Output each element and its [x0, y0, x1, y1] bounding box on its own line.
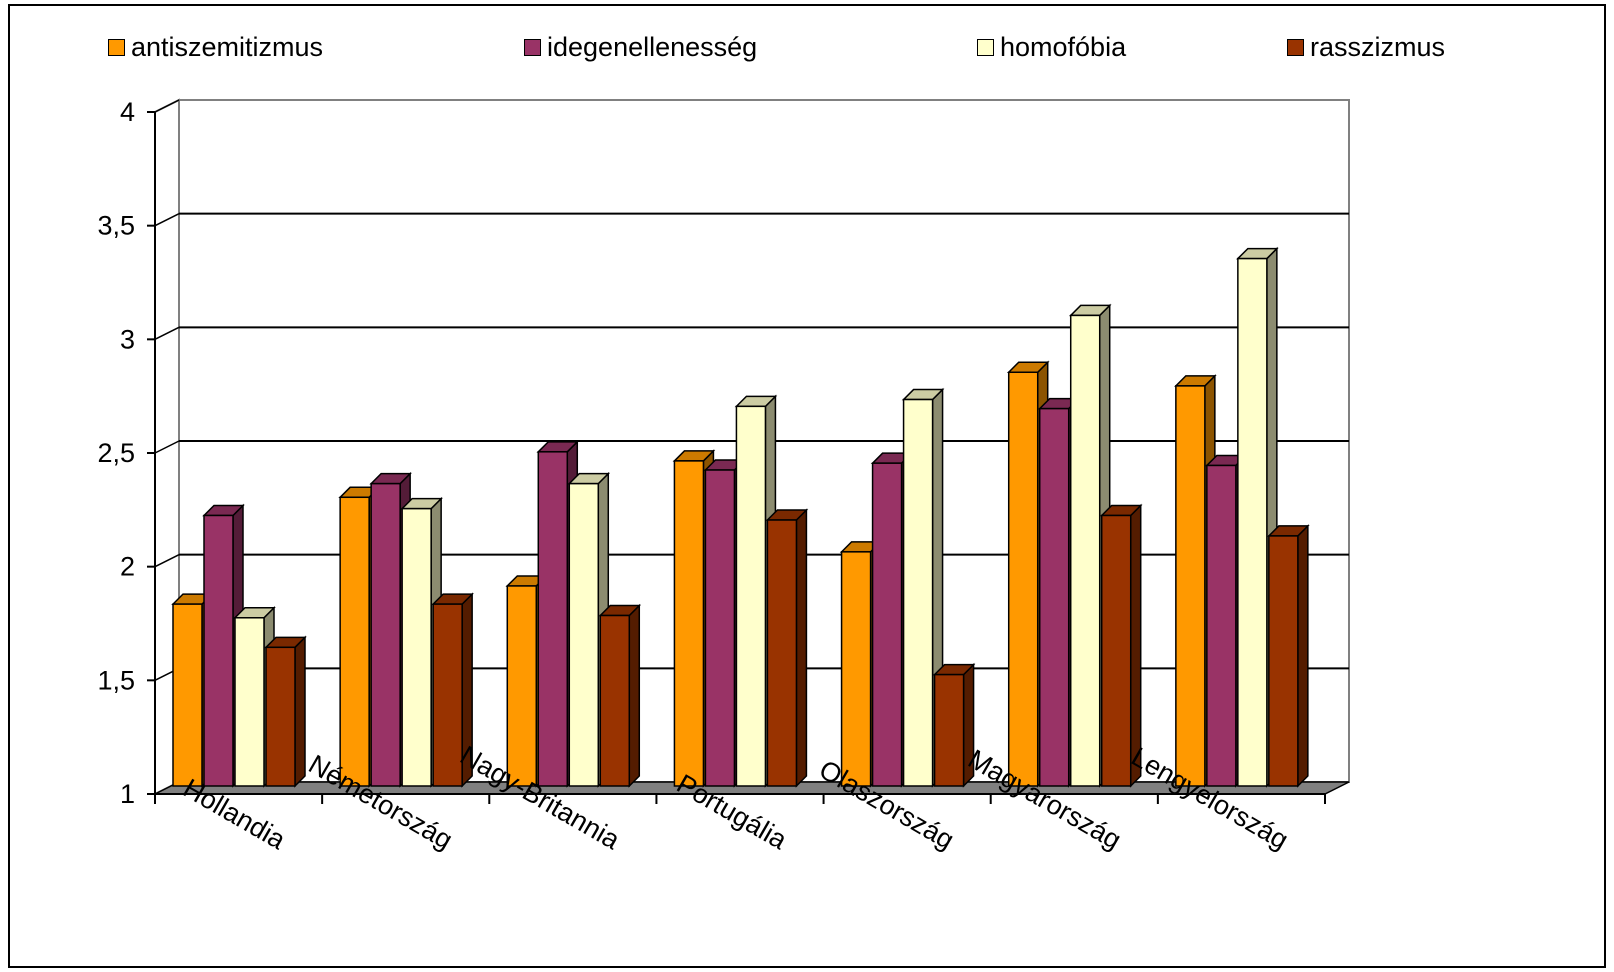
y-tick-label: 4 — [120, 97, 135, 127]
bar — [766, 519, 798, 787]
bar — [840, 551, 872, 787]
legend-item-rasszizmus: rasszizmus — [1287, 32, 1445, 63]
legend-label-rasszizmus: rasszizmus — [1310, 32, 1446, 62]
legend-item-homofobia: homofóbia — [977, 32, 1126, 63]
legend-swatch-homofobia — [977, 39, 994, 56]
bar — [735, 405, 767, 787]
bar — [933, 673, 965, 787]
bar — [599, 614, 631, 787]
legend: antiszemitizmus idegenellenesség homofób… — [10, 6, 1604, 78]
legend-label-idegenellenesseg: idegenellenesség — [547, 32, 758, 62]
y-tick-label: 3,5 — [97, 211, 135, 241]
bar — [1038, 407, 1070, 787]
bar — [506, 585, 538, 787]
bar-side — [795, 508, 808, 788]
bar-side — [294, 635, 306, 788]
bar — [1069, 314, 1101, 787]
bar — [370, 482, 401, 787]
bar — [568, 482, 600, 787]
bar — [339, 496, 370, 787]
legend-item-idegenellenesseg: idegenellenesség — [524, 32, 757, 63]
legend-swatch-antiszemitizmus — [108, 39, 125, 56]
gridline-diagonal — [154, 440, 180, 454]
gridline-diagonal — [154, 553, 180, 568]
bar-side — [628, 603, 641, 788]
legend-swatch-rasszizmus — [1287, 39, 1304, 56]
legend-swatch-idegenellenesseg — [524, 39, 541, 56]
y-tick-label: 1,5 — [97, 665, 135, 695]
y-tick-label: 2,5 — [97, 438, 135, 468]
bar — [432, 603, 463, 787]
bar — [1100, 514, 1132, 787]
bar — [673, 460, 705, 787]
bar-side — [1297, 524, 1309, 788]
bar — [172, 603, 203, 787]
bar — [265, 646, 296, 787]
y-tick-label: 1 — [120, 779, 135, 809]
legend-label-homofobia: homofóbia — [1000, 32, 1127, 62]
bar — [1206, 464, 1237, 787]
y-tick-label: 3 — [120, 324, 135, 354]
bar — [1237, 257, 1268, 787]
bar — [1007, 371, 1039, 787]
bar — [704, 469, 736, 787]
bar — [1268, 535, 1299, 787]
bar — [1175, 385, 1206, 787]
bar — [537, 451, 569, 787]
y-tick-label: 2 — [120, 552, 135, 582]
gridline-diagonal — [154, 326, 180, 341]
legend-item-antiszemitizmus: antiszemitizmus — [108, 32, 323, 63]
bar — [871, 462, 903, 787]
gridline-diagonal — [154, 212, 180, 227]
gridline-diagonal — [154, 99, 180, 113]
bar — [401, 507, 432, 787]
legend-label-antiszemitizmus: antiszemitizmus — [131, 32, 324, 62]
bar — [203, 514, 234, 787]
bar — [902, 398, 934, 787]
bar — [234, 617, 265, 787]
